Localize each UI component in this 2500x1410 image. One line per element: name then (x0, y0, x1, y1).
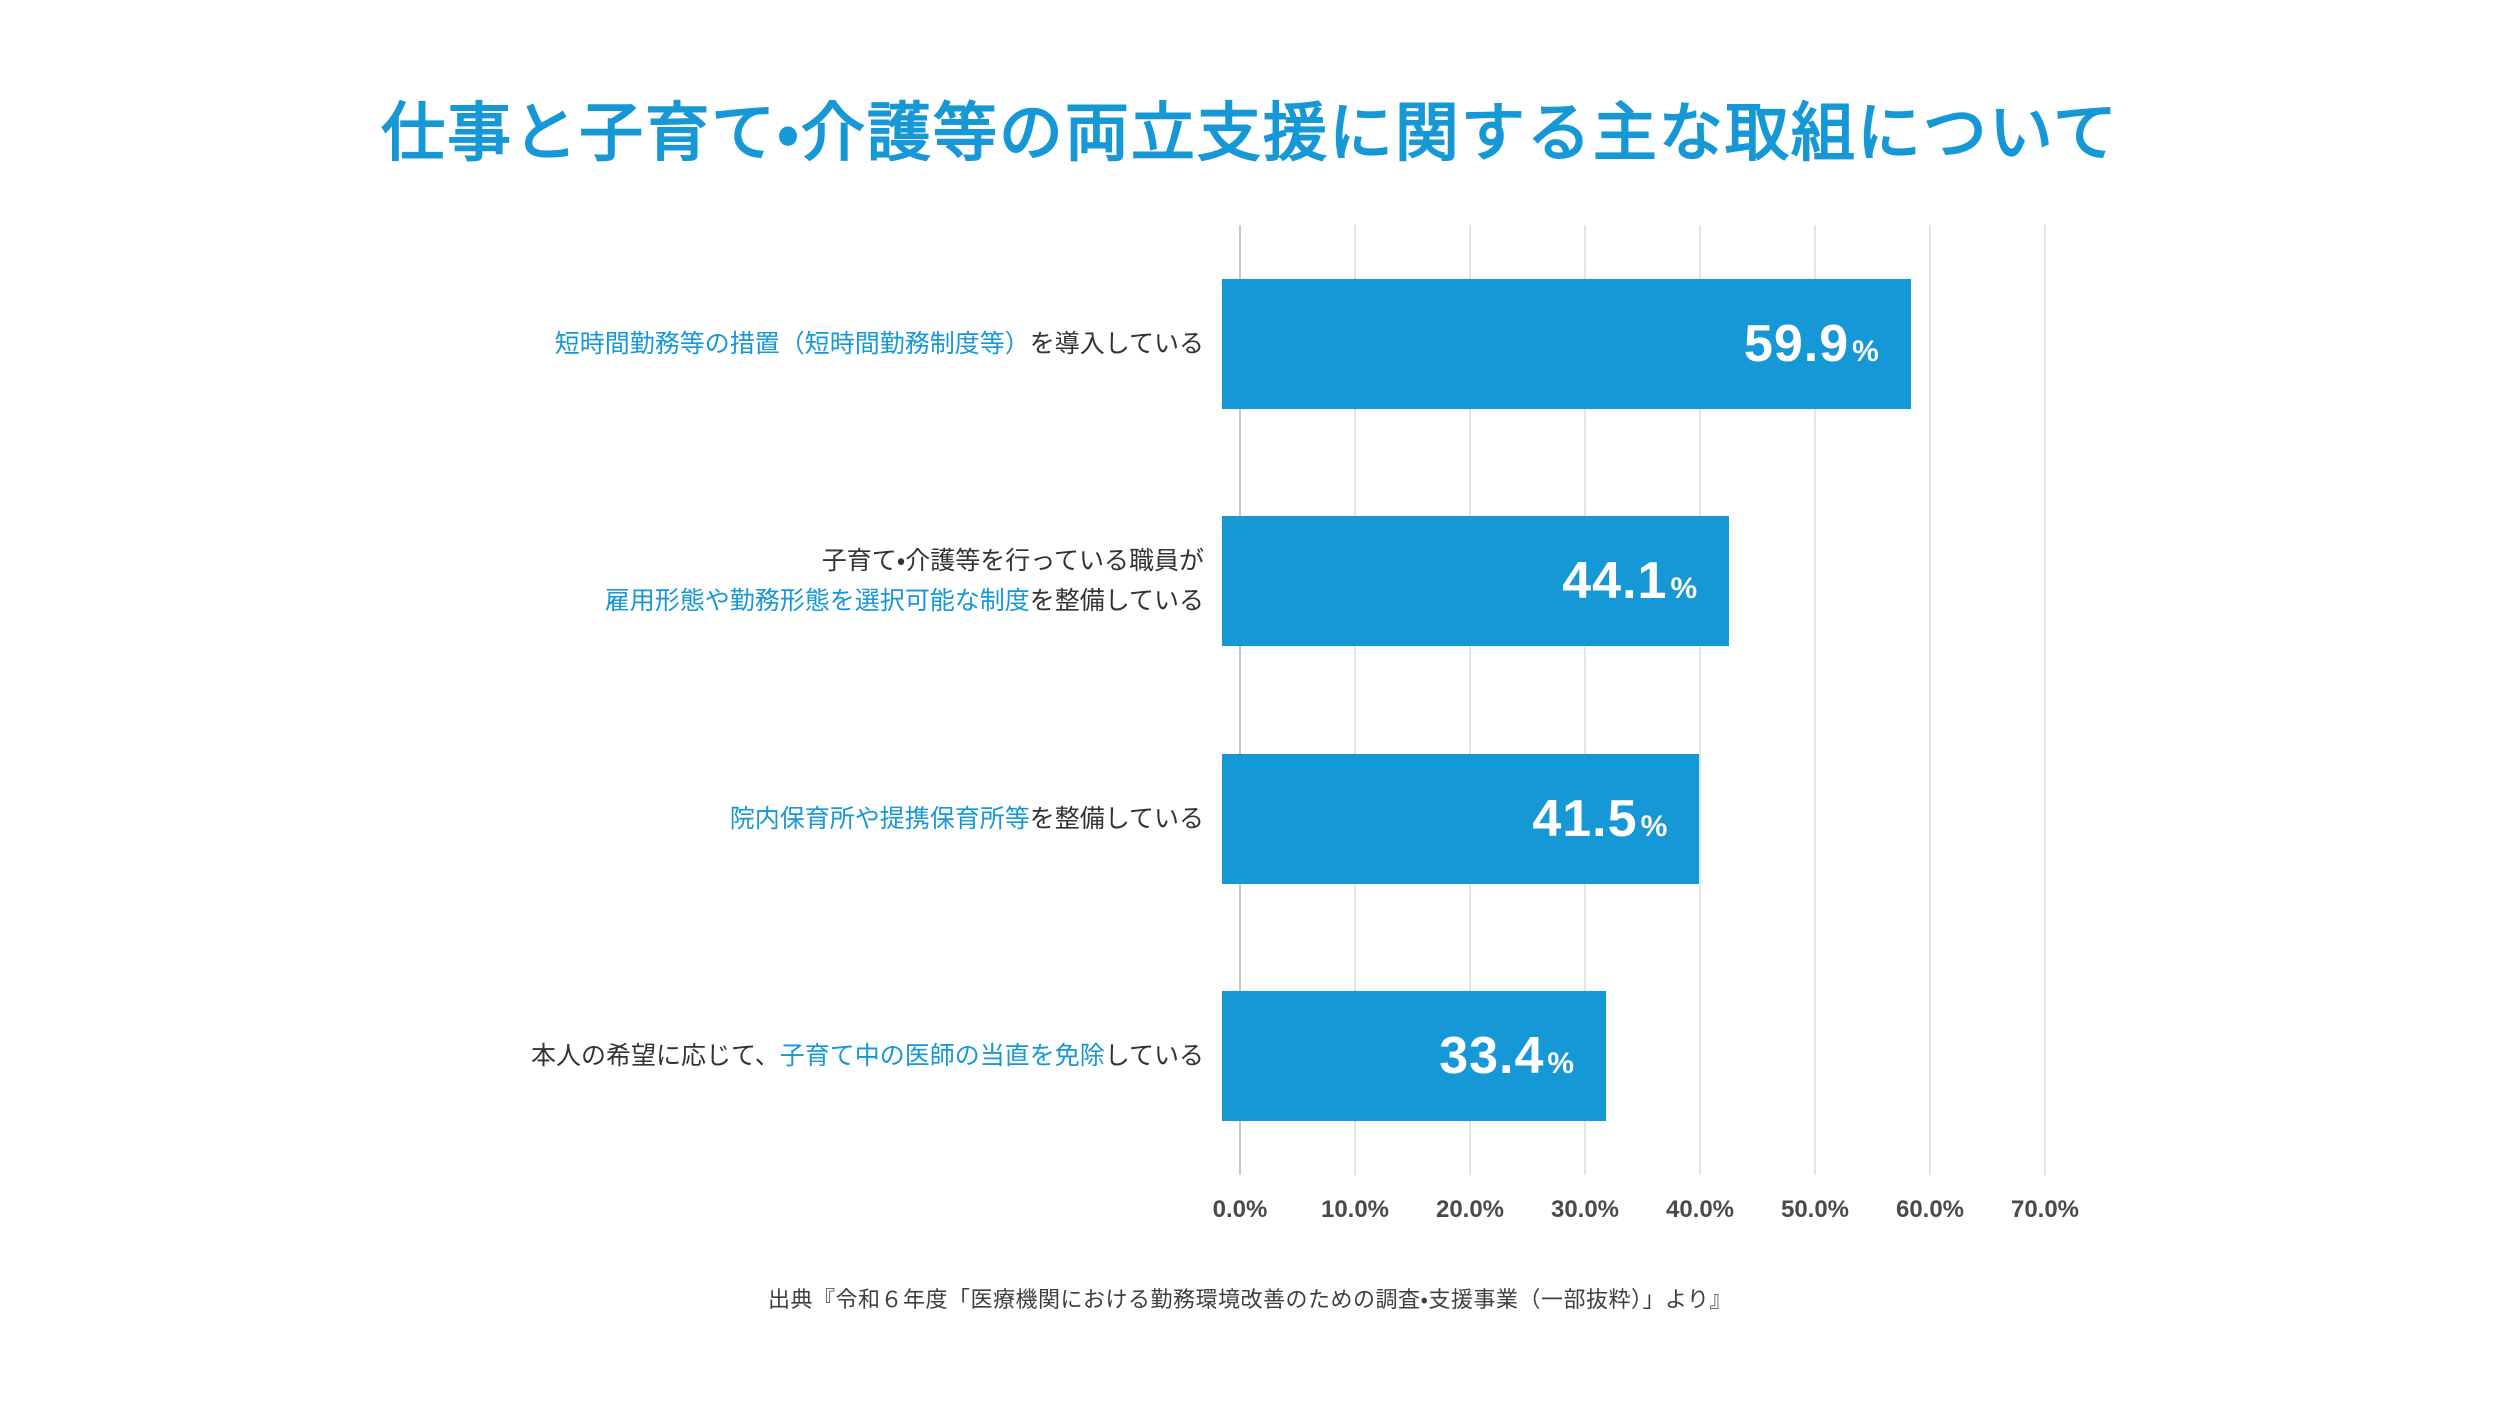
x-tick-label: 20.0% (1435, 1196, 1505, 1223)
x-axis: 0.0% 10.0% 20.0% 30.0% 40.0% 50.0% 60.0% 70.0% (1213, 1196, 2079, 1236)
bar-track: 44.1% (1222, 463, 2027, 701)
x-tick-label: 50.0% (1780, 1196, 1850, 1223)
label-plain-segment: を整備している (1029, 587, 1204, 616)
bar-track: 59.9% (1222, 225, 2027, 463)
label-plain-segment: 子育て・介護等を行っている職員が (821, 547, 1204, 576)
category-label-line: 本人の希望に応じて、子育て中の医師の当直を免除している (0, 1036, 1204, 1076)
bar-value-label: 33.4% (1439, 1027, 1575, 1086)
bar: 59.9% (1222, 278, 1911, 409)
label-plain-segment: している (1104, 1042, 1204, 1071)
chart-title: 仕事と子育て・介護等の両立支援に関する主な取組について (381, 97, 2119, 169)
category-label-line: 子育て・介護等を行っている職員が (0, 541, 1204, 581)
chart-row: 本人の希望に応じて、子育て中の医師の当直を免除している 33.4% (0, 938, 2500, 1176)
label-plain-segment: を導入している (1029, 329, 1204, 358)
bar-value-label: 41.5% (1532, 789, 1668, 848)
x-tick-label: 10.0% (1320, 1196, 1390, 1223)
label-plain-segment: 本人の希望に応じて、 (530, 1042, 780, 1071)
chart-row: 短時間勤務等の措置（短時間勤務制度等）を導入している 59.9% (0, 225, 2500, 463)
x-tick-label: 30.0% (1550, 1196, 1620, 1223)
category-label-line: 短時間勤務等の措置（短時間勤務制度等）を導入している (0, 324, 1204, 364)
x-tick-label: 70.0% (2010, 1196, 2080, 1223)
bar: 33.4% (1222, 991, 1607, 1122)
bar: 44.1% (1222, 516, 1730, 647)
x-tick-label: 60.0% (1895, 1196, 1965, 1223)
category-label: 本人の希望に応じて、子育て中の医師の当直を免除している (0, 1036, 1222, 1076)
label-accent-segment: 短時間勤務等の措置（短時間勤務制度等） (554, 329, 1030, 358)
chart-row: 子育て・介護等を行っている職員が雇用形態や勤務形態を選択可能な制度を整備している… (0, 463, 2500, 701)
x-tick-label: 40.0% (1665, 1196, 1735, 1223)
bar-value-label: 59.9% (1743, 314, 1879, 373)
source-note: 出典『令和６年度「医療機関における勤務環境改善のための調査・支援事業（一部抜粋）… (767, 1287, 1733, 1312)
label-plain-segment: を整備している (1029, 804, 1204, 833)
category-label: 院内保育所や提携保育所等を整備している (0, 799, 1222, 839)
label-accent-segment: 院内保育所や提携保育所等 (729, 804, 1030, 833)
plot-area: 短時間勤務等の措置（短時間勤務制度等）を導入している 59.9% 子育て・介護等を行… (0, 225, 2500, 1175)
bar-track: 41.5% (1222, 700, 2027, 938)
label-accent-segment: 雇用形態や勤務形態を選択可能な制度 (604, 587, 1030, 616)
bar: 41.5% (1222, 753, 1700, 884)
x-tick-label: 0.0% (1212, 1196, 1268, 1223)
category-label-line: 雇用形態や勤務形態を選択可能な制度を整備している (0, 581, 1204, 621)
category-label: 短時間勤務等の措置（短時間勤務制度等）を導入している (0, 324, 1222, 364)
label-accent-segment: 子育て中の医師の当直を免除 (779, 1042, 1105, 1071)
bar-track: 33.4% (1222, 938, 2027, 1176)
category-label-line: 院内保育所や提携保育所等を整備している (0, 799, 1204, 839)
chart-row: 院内保育所や提携保育所等を整備している 41.5% (0, 700, 2500, 938)
category-label: 子育て・介護等を行っている職員が雇用形態や勤務形態を選択可能な制度を整備している (0, 541, 1222, 621)
bar-value-label: 44.1% (1562, 552, 1698, 611)
